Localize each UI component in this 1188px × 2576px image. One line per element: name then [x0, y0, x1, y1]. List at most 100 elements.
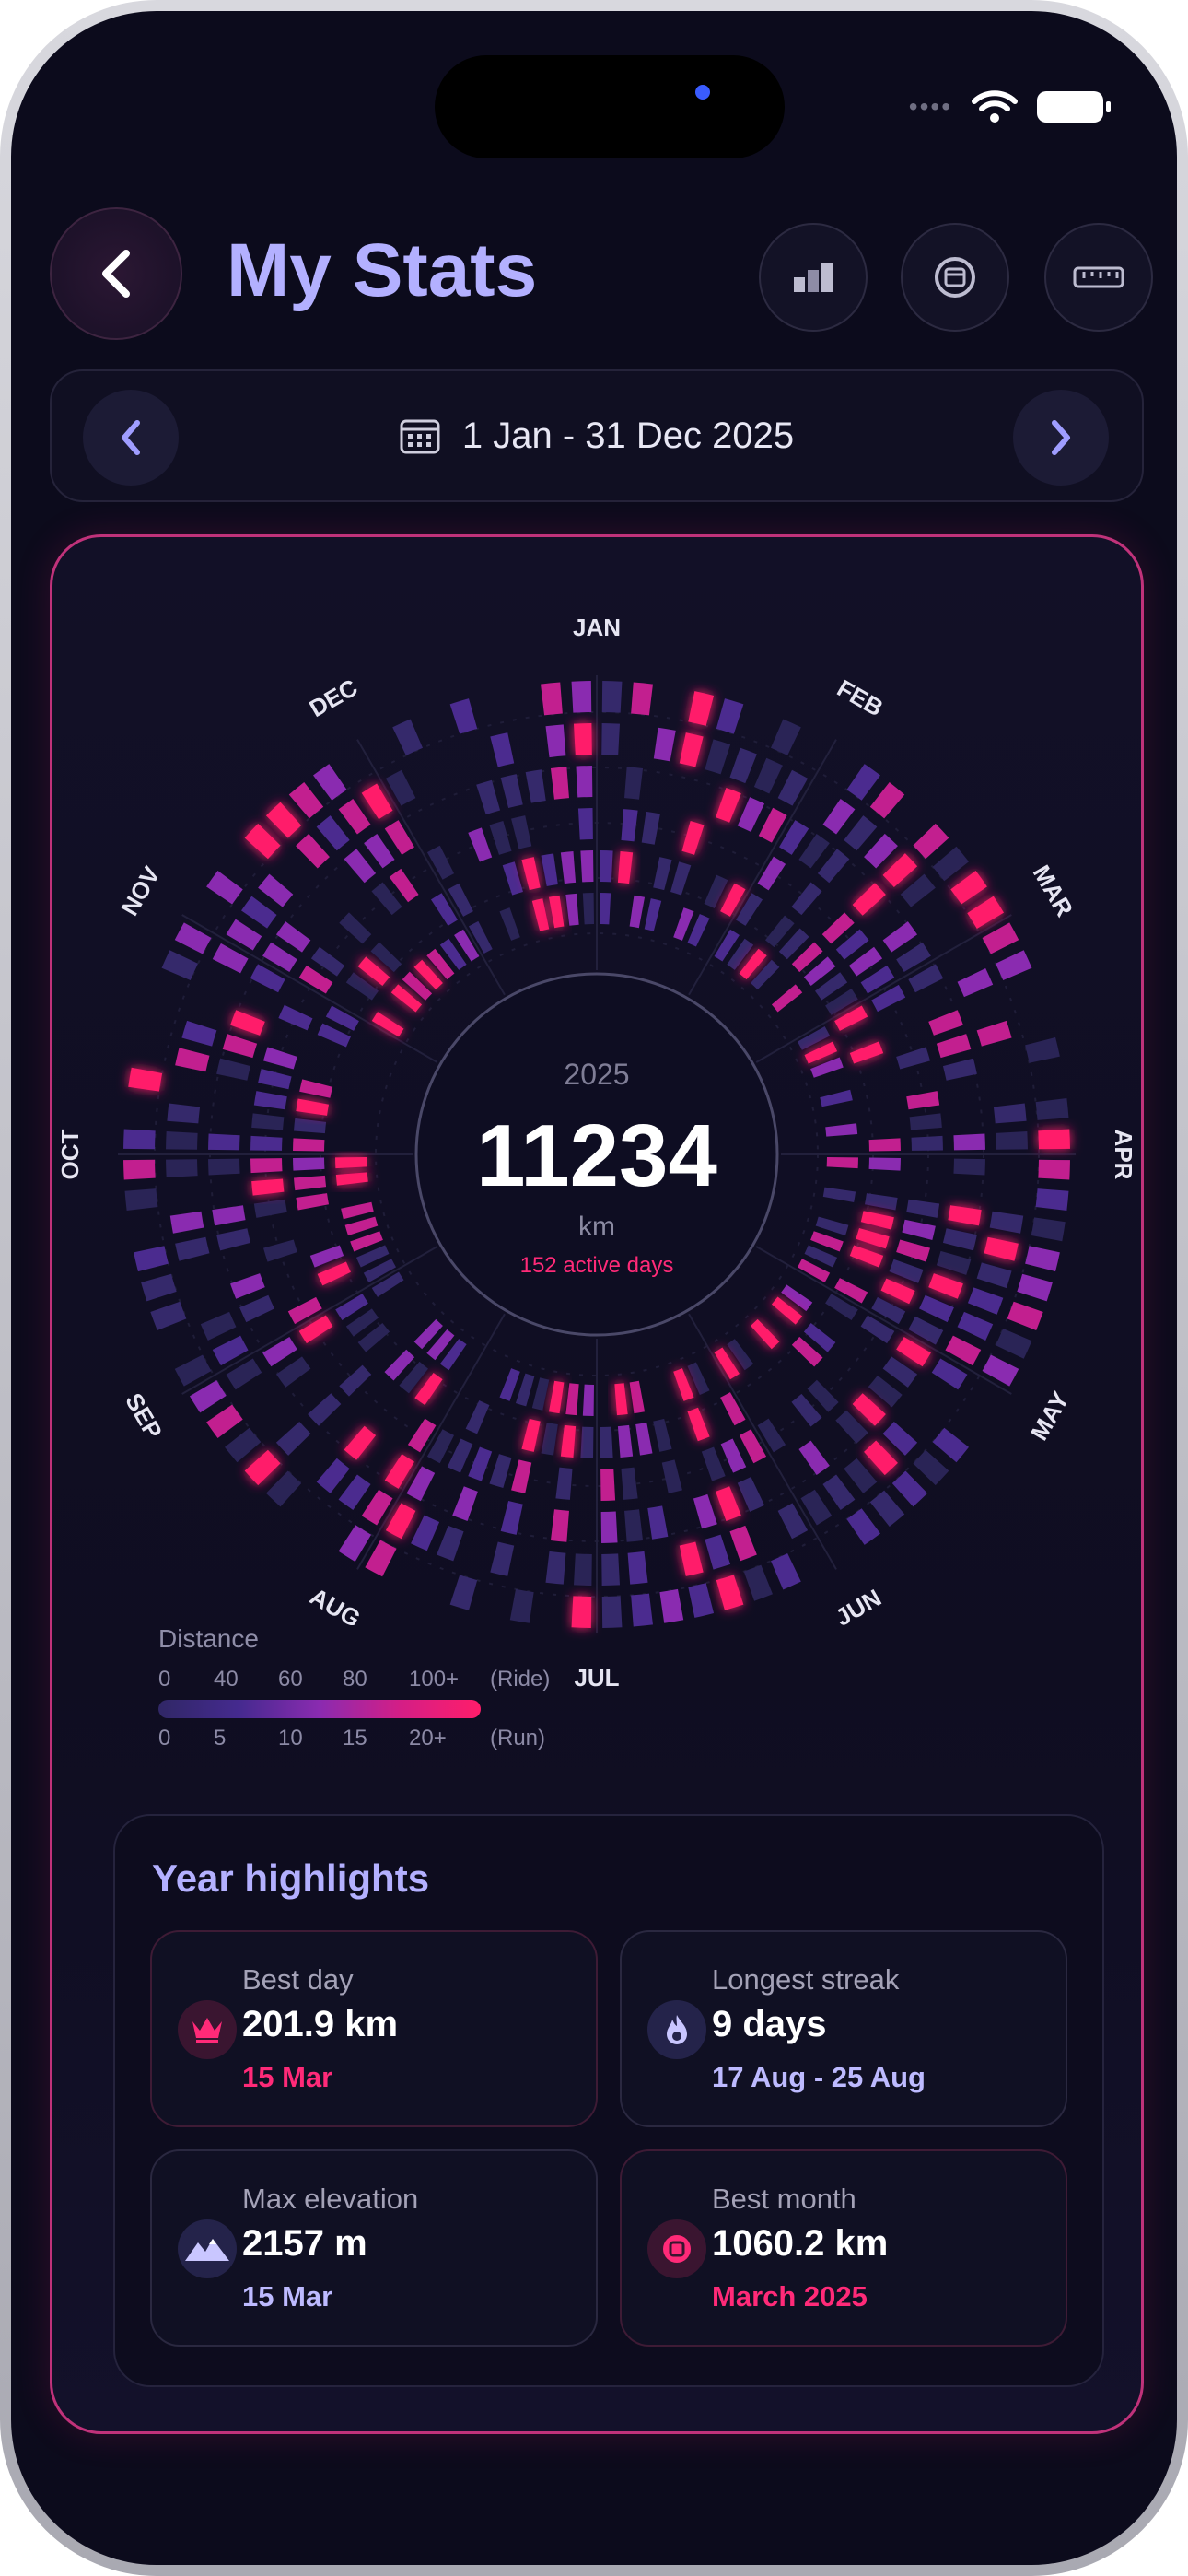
day-segment[interactable] [641, 811, 660, 845]
day-segment[interactable] [777, 769, 809, 806]
day-segment[interactable] [293, 1118, 327, 1134]
day-segment[interactable] [908, 964, 944, 993]
day-segment[interactable] [751, 959, 780, 990]
day-segment[interactable] [253, 1091, 287, 1110]
day-segment[interactable] [262, 942, 297, 972]
day-segment[interactable] [803, 956, 836, 987]
day-segment[interactable] [825, 1123, 858, 1137]
day-segment[interactable] [880, 1278, 915, 1305]
day-segment[interactable] [1025, 1246, 1060, 1272]
day-segment[interactable] [225, 1427, 262, 1463]
day-segment[interactable] [716, 788, 741, 823]
day-segment[interactable] [550, 1509, 569, 1542]
day-segment[interactable] [341, 1201, 374, 1220]
day-segment[interactable] [631, 682, 653, 716]
day-segment[interactable] [936, 1034, 972, 1059]
day-segment[interactable] [716, 1575, 744, 1610]
day-segment[interactable] [705, 739, 731, 775]
day-segment[interactable] [468, 920, 493, 954]
day-segment[interactable] [437, 1525, 464, 1562]
day-segment[interactable] [908, 1316, 944, 1345]
day-segment[interactable] [864, 833, 898, 869]
day-segment[interactable] [230, 1010, 265, 1036]
day-segment[interactable] [399, 1361, 429, 1394]
day-segment[interactable] [896, 1337, 931, 1367]
day-segment[interactable] [545, 724, 566, 758]
day-segment[interactable] [370, 942, 402, 973]
day-segment[interactable] [600, 850, 613, 883]
day-segment[interactable] [757, 856, 786, 891]
day-segment[interactable] [265, 802, 302, 838]
day-segment[interactable] [739, 1429, 767, 1464]
day-segment[interactable] [402, 971, 433, 1001]
day-segment[interactable] [601, 681, 623, 713]
day-segment[interactable] [263, 1239, 297, 1262]
day-segment[interactable] [835, 1410, 868, 1444]
day-segment[interactable] [1007, 1301, 1043, 1330]
day-segment[interactable] [928, 1010, 963, 1036]
day-segment[interactable] [577, 808, 593, 840]
day-segment[interactable] [758, 807, 787, 843]
day-segment[interactable] [426, 845, 455, 880]
day-segment[interactable] [490, 732, 515, 767]
day-segment[interactable] [737, 1477, 765, 1512]
day-segment[interactable] [913, 1449, 949, 1486]
day-segment[interactable] [384, 1349, 415, 1381]
day-segment[interactable] [653, 727, 676, 762]
day-segment[interactable] [737, 797, 765, 832]
day-segment[interactable] [338, 799, 371, 835]
day-segment[interactable] [439, 1339, 467, 1371]
day-segment[interactable] [889, 1259, 924, 1283]
day-segment[interactable] [123, 1159, 156, 1180]
day-segment[interactable] [601, 723, 621, 755]
day-segment[interactable] [531, 898, 550, 931]
date-range[interactable]: 1 Jan - 31 Dec 2025 [52, 371, 1142, 500]
day-segment[interactable] [882, 921, 918, 953]
day-segment[interactable] [869, 782, 905, 819]
day-segment[interactable] [720, 1438, 747, 1473]
day-segment[interactable] [1035, 1098, 1069, 1120]
day-segment[interactable] [411, 1515, 440, 1551]
day-segment[interactable] [770, 719, 801, 755]
day-segment[interactable] [275, 1422, 311, 1456]
day-segment[interactable] [241, 896, 277, 929]
day-segment[interactable] [753, 757, 783, 794]
day-segment[interactable] [621, 809, 638, 842]
day-segment[interactable] [817, 849, 850, 884]
day-segment[interactable] [996, 1328, 1032, 1359]
day-segment[interactable] [288, 782, 324, 819]
day-segment[interactable] [345, 1308, 379, 1337]
day-segment[interactable] [189, 1379, 227, 1413]
day-segment[interactable] [807, 1379, 839, 1412]
day-segment[interactable] [406, 1466, 436, 1502]
day-segment[interactable] [822, 799, 856, 835]
day-segment[interactable] [770, 1553, 801, 1590]
day-segment[interactable] [825, 1294, 858, 1321]
day-segment[interactable] [661, 1459, 682, 1493]
day-segment[interactable] [339, 912, 372, 944]
day-segment[interactable] [798, 833, 830, 869]
day-segment[interactable] [804, 1245, 838, 1268]
day-segment[interactable] [222, 1034, 258, 1059]
longest-streak-card[interactable]: Longest streak 9 days 17 Aug - 25 Aug [620, 1930, 1067, 2127]
day-segment[interactable] [1038, 1129, 1070, 1150]
day-segment[interactable] [316, 1458, 350, 1493]
chart-view-button[interactable] [759, 223, 868, 332]
day-segment[interactable] [814, 972, 848, 1001]
day-segment[interactable] [541, 682, 563, 716]
day-segment[interactable] [181, 1020, 217, 1047]
day-segment[interactable] [1017, 1273, 1053, 1302]
day-segment[interactable] [757, 1418, 786, 1453]
day-segment[interactable] [797, 1259, 831, 1283]
day-segment[interactable] [679, 1541, 704, 1576]
day-segment[interactable] [826, 1157, 858, 1169]
day-segment[interactable] [781, 1284, 813, 1312]
day-segment[interactable] [531, 1377, 550, 1411]
day-segment[interactable] [600, 1469, 616, 1501]
day-segment[interactable] [430, 893, 458, 926]
day-segment[interactable] [791, 1393, 822, 1427]
day-segment[interactable] [385, 769, 416, 806]
day-segment[interactable] [953, 1133, 985, 1151]
day-segment[interactable] [779, 820, 809, 855]
day-segment[interactable] [258, 1069, 292, 1090]
